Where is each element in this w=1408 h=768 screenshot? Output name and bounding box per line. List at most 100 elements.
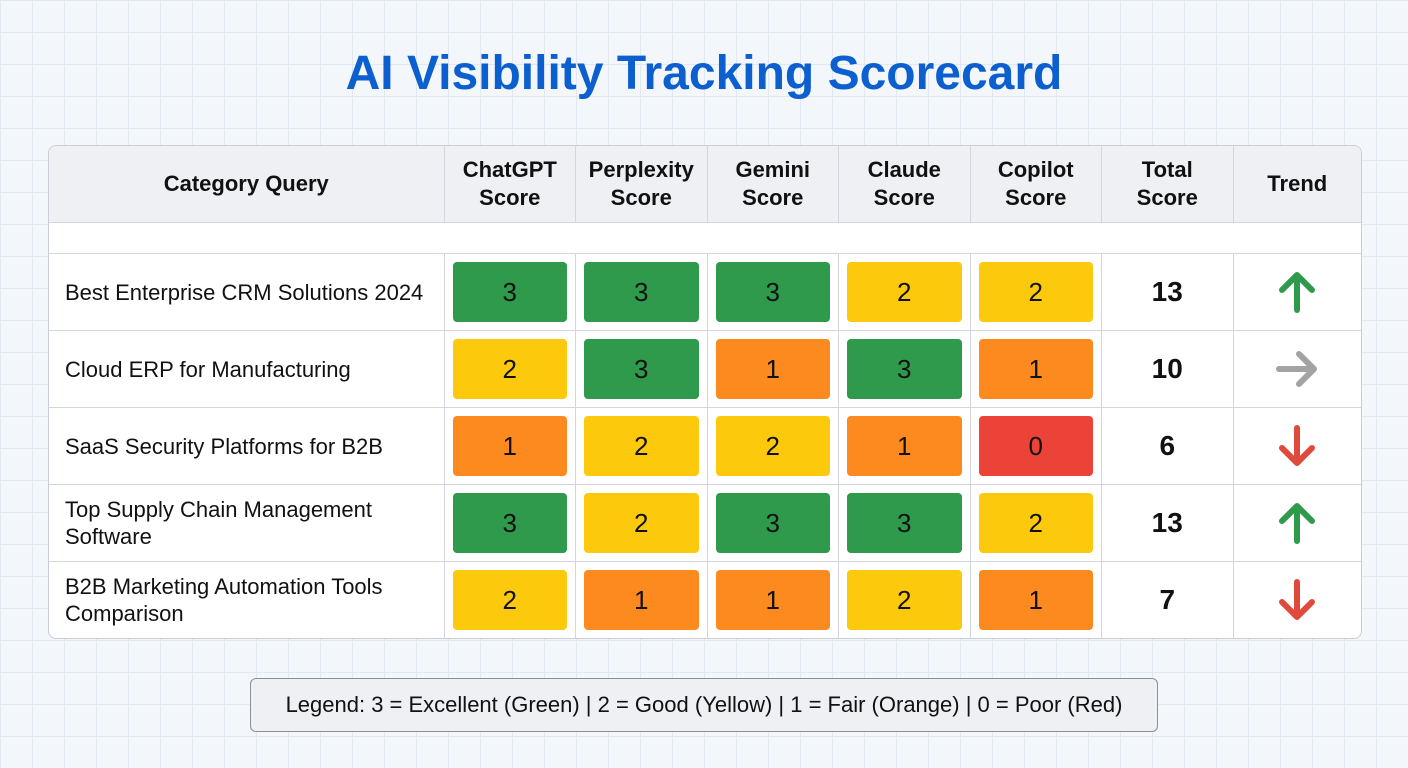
score-box: 3 bbox=[452, 493, 567, 553]
score-box: 1 bbox=[978, 339, 1093, 399]
header-text: Claude Score bbox=[867, 157, 941, 210]
score-box: 2 bbox=[978, 493, 1093, 553]
score-box: 1 bbox=[978, 570, 1093, 630]
score-cell: 1 bbox=[706, 330, 839, 408]
table-body: Best Enterprise CRM Solutions 2024 3 3 3 2 2 1… bbox=[49, 222, 1361, 638]
score-box: 3 bbox=[584, 262, 699, 322]
score-box: 1 bbox=[715, 339, 830, 399]
score-box: 2 bbox=[847, 262, 962, 322]
score-cell: 3 bbox=[575, 330, 708, 408]
score-box: 3 bbox=[847, 339, 962, 399]
score-cell: 1 bbox=[706, 561, 839, 638]
total-cell: 10 bbox=[1101, 330, 1234, 408]
query-cell: Best Enterprise CRM Solutions 2024 bbox=[49, 253, 445, 331]
score-cell: 2 bbox=[575, 407, 708, 485]
column-header: Copilot Score bbox=[969, 146, 1102, 223]
score-cell: 3 bbox=[575, 253, 708, 331]
query-cell: B2B Marketing Automation Tools Compariso… bbox=[49, 561, 445, 638]
score-cell: 2 bbox=[706, 407, 839, 485]
score-cell: 3 bbox=[443, 253, 576, 331]
legend: Legend: 3 = Excellent (Green) | 2 = Good… bbox=[250, 678, 1158, 732]
score-cell: 3 bbox=[838, 330, 971, 408]
score-box: 2 bbox=[452, 339, 567, 399]
header-text: Total Score bbox=[1136, 157, 1198, 210]
header-text: Gemini Score bbox=[735, 157, 811, 210]
header-text: Category Query bbox=[163, 171, 329, 196]
trend-arrow bbox=[1279, 579, 1316, 620]
trend-arrow bbox=[1279, 425, 1316, 466]
data-row: Top Supply Chain Management Software 3 2 3 3… bbox=[49, 484, 1361, 562]
score-box: 3 bbox=[847, 493, 962, 553]
score-box: 0 bbox=[978, 416, 1093, 476]
score-cell: 1 bbox=[838, 407, 971, 485]
score-cell: 0 bbox=[969, 407, 1102, 485]
header-text: Perplexity Score bbox=[588, 157, 694, 210]
score-box: 1 bbox=[715, 570, 830, 630]
data-row: B2B Marketing Automation Tools Compariso… bbox=[49, 561, 1361, 638]
trend-cell bbox=[1232, 407, 1361, 485]
score-box: 1 bbox=[452, 416, 567, 476]
score-cell: 3 bbox=[706, 253, 839, 331]
data-row: Best Enterprise CRM Solutions 2024 3 3 3 2 2 1… bbox=[49, 253, 1361, 331]
column-header: ChatGPT Score bbox=[443, 146, 576, 223]
column-header: Claude Score bbox=[838, 146, 971, 223]
column-header: Total Score bbox=[1101, 146, 1234, 223]
score-box: 3 bbox=[715, 493, 830, 553]
score-box: 3 bbox=[715, 262, 830, 322]
header-text: ChatGPT Score bbox=[462, 157, 557, 210]
data-row: Cloud ERP for Manufacturing 2 3 1 3 1 10 bbox=[49, 330, 1361, 408]
query-cell: Cloud ERP for Manufacturing bbox=[49, 330, 445, 408]
score-cell: 2 bbox=[838, 561, 971, 638]
score-box: 2 bbox=[847, 570, 962, 630]
header-row: Category Query ChatGPT Score Perplexity Sc… bbox=[49, 146, 1361, 223]
total-cell: 6 bbox=[1101, 407, 1234, 485]
score-cell: 2 bbox=[969, 484, 1102, 562]
total-cell: 7 bbox=[1101, 561, 1234, 638]
scorecard: Category Query ChatGPT Score Perplexity Sc… bbox=[48, 145, 1362, 639]
column-header: Gemini Score bbox=[706, 146, 839, 223]
trend-cell bbox=[1232, 330, 1361, 408]
column-header: Category Query bbox=[49, 146, 445, 223]
table: Category Query ChatGPT Score Perplexity Sc… bbox=[49, 146, 1361, 638]
score-box: 3 bbox=[584, 339, 699, 399]
score-cell: 1 bbox=[575, 561, 708, 638]
score-cell: 2 bbox=[443, 330, 576, 408]
header-text: Trend bbox=[1267, 171, 1328, 196]
score-cell: 1 bbox=[443, 407, 576, 485]
trend-cell bbox=[1232, 484, 1361, 562]
score-box: 3 bbox=[452, 262, 567, 322]
score-cell: 2 bbox=[969, 253, 1102, 331]
score-box: 1 bbox=[584, 570, 699, 630]
trend-arrow bbox=[1276, 351, 1318, 387]
score-cell: 1 bbox=[969, 330, 1102, 408]
score-box: 2 bbox=[452, 570, 567, 630]
score-cell: 2 bbox=[575, 484, 708, 562]
score-cell: 3 bbox=[443, 484, 576, 562]
score-cell: 3 bbox=[838, 484, 971, 562]
trend-cell bbox=[1232, 561, 1361, 638]
score-box: 2 bbox=[584, 416, 699, 476]
score-cell: 3 bbox=[706, 484, 839, 562]
query-cell: SaaS Security Platforms for B2B bbox=[49, 407, 445, 485]
title: AI Visibility Tracking Scorecard bbox=[345, 47, 1063, 100]
header-text: Copilot Score bbox=[997, 157, 1074, 210]
score-box: 2 bbox=[978, 262, 1093, 322]
score-cell: 1 bbox=[969, 561, 1102, 638]
total-cell: 13 bbox=[1101, 484, 1234, 562]
score-box: 2 bbox=[715, 416, 830, 476]
score-box: 1 bbox=[847, 416, 962, 476]
trend-arrow bbox=[1279, 503, 1316, 544]
total-cell: 13 bbox=[1101, 253, 1234, 331]
score-cell: 2 bbox=[838, 253, 971, 331]
spacer-row bbox=[49, 222, 1361, 254]
column-header: Perplexity Score bbox=[575, 146, 708, 223]
score-box: 2 bbox=[584, 493, 699, 553]
data-row: SaaS Security Platforms for B2B 1 2 2 1 0 6 bbox=[49, 407, 1361, 485]
spacer bbox=[49, 222, 1361, 254]
score-cell: 2 bbox=[443, 561, 576, 638]
query-cell: Top Supply Chain Management Software bbox=[49, 484, 445, 562]
column-header: Trend bbox=[1232, 146, 1361, 223]
trend-cell bbox=[1232, 253, 1361, 331]
trend-arrow bbox=[1279, 272, 1316, 313]
